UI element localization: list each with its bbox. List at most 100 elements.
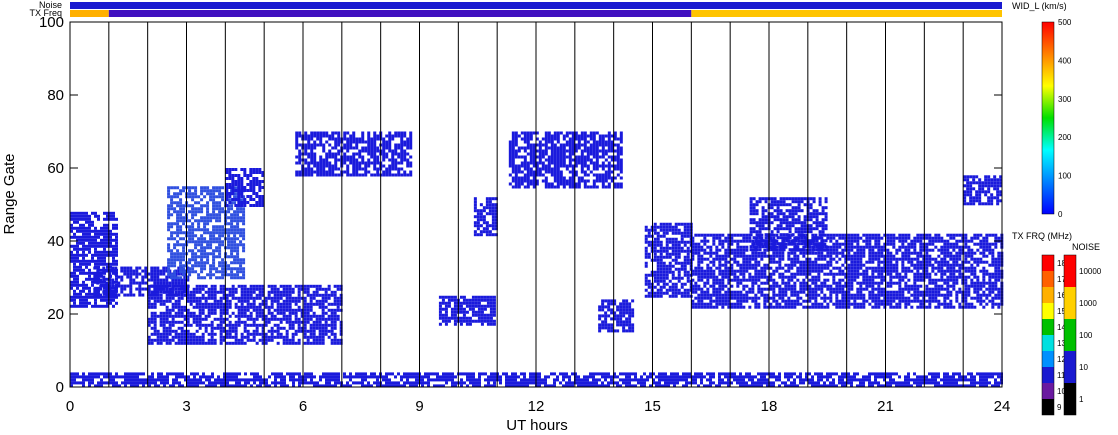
echo-cell: [485, 233, 489, 237]
echo-cell: [793, 272, 797, 276]
echo-cell: [230, 213, 234, 217]
echo-cell: [231, 168, 235, 171]
echo-cell: [153, 323, 157, 327]
echo-cell: [249, 198, 253, 201]
echo-cell: [811, 293, 815, 297]
echo-cell: [367, 140, 371, 144]
echo-cell: [677, 228, 681, 232]
echo-cell: [331, 170, 335, 174]
echo-cell: [835, 233, 839, 237]
echo-cell: [739, 254, 743, 258]
echo-cell: [215, 240, 219, 244]
echo-cell: [215, 228, 219, 232]
echo-cell: [853, 236, 857, 240]
echo-cell: [616, 173, 620, 177]
echo-cell: [303, 287, 307, 291]
echo-cell: [138, 287, 142, 291]
echo-cell: [400, 134, 404, 138]
echo-cell: [829, 272, 833, 276]
echo-cell: [255, 314, 259, 318]
echo-cell: [188, 273, 192, 277]
echo-cell: [808, 248, 812, 252]
echo-cell: [207, 314, 211, 318]
echo-cell: [694, 290, 698, 294]
echo-cell: [197, 237, 201, 241]
echo-cell: [240, 186, 244, 189]
echo-cell: [153, 284, 157, 288]
echo-cell: [297, 329, 301, 333]
echo-cell: [619, 182, 623, 186]
echo-cell: [871, 245, 875, 249]
echo-cell: [781, 305, 785, 309]
echo-cell: [219, 323, 223, 327]
echo-cell: [291, 287, 295, 291]
echo-cell: [694, 251, 698, 255]
echo-cell: [721, 263, 725, 267]
echo-cell: [115, 244, 118, 248]
echo-cell: [206, 246, 210, 250]
echo-cell: [712, 251, 716, 255]
echo-cell: [201, 305, 205, 309]
echo-cell: [665, 255, 669, 259]
echo-cell: [745, 263, 749, 267]
echo-cell: [556, 149, 560, 153]
echo-cell: [162, 266, 166, 270]
echo-cell: [517, 185, 521, 189]
echo-cell: [625, 305, 629, 309]
echo-cell: [307, 173, 311, 177]
echo-cell: [665, 288, 669, 292]
echo-cell: [249, 195, 253, 198]
echo-cell: [85, 235, 88, 239]
txfreq-bar-label: TX Freq: [29, 8, 62, 18]
echo-cell: [376, 158, 380, 162]
echo-cell: [174, 278, 178, 282]
echo-cell: [73, 277, 76, 281]
echo-cell: [201, 293, 205, 297]
echo-cell: [847, 272, 851, 276]
echo-cell: [574, 185, 578, 189]
echo-cell: [112, 250, 115, 254]
echo-cell: [793, 257, 797, 261]
echo-cell: [721, 275, 725, 279]
echo-cell: [406, 152, 410, 156]
echo-cell: [781, 290, 785, 294]
echo-cell: [373, 152, 377, 156]
echo-cell: [686, 279, 690, 283]
echo-cell: [712, 293, 716, 297]
echo-cell: [307, 170, 311, 174]
echo-cell: [318, 317, 322, 321]
echo-cell: [298, 161, 302, 165]
echo-cell: [216, 305, 220, 309]
echo-cell: [312, 314, 316, 318]
echo-cell: [336, 314, 340, 318]
echo-cell: [718, 290, 722, 294]
echo-cell: [159, 317, 163, 321]
echo-cell: [610, 311, 614, 315]
echo-cell: [733, 233, 737, 237]
echo-cell: [99, 272, 103, 276]
echo-cell: [862, 305, 866, 309]
echo-cell: [100, 229, 103, 233]
echo-cell: [844, 242, 848, 246]
echo-cell: [874, 257, 878, 261]
echo-cell: [489, 319, 493, 323]
echo-cell: [841, 293, 845, 297]
echo-cell: [76, 250, 79, 254]
echo-cell: [200, 189, 204, 193]
echo-cell: [188, 225, 192, 229]
echo-cell: [221, 225, 225, 229]
echo-cell: [400, 158, 404, 162]
echo-cell: [482, 221, 486, 225]
echo-cell: [742, 248, 746, 252]
echo-cell: [586, 140, 590, 144]
echo-cell: [607, 326, 611, 330]
echo-cell: [468, 322, 472, 326]
echo-cell: [473, 221, 477, 225]
echo-cell: [644, 240, 648, 244]
echo-cell: [853, 233, 857, 237]
echo-cell: [200, 243, 204, 247]
echo-cell: [535, 182, 539, 186]
echo-cell: [850, 269, 854, 273]
echo-cell: [709, 275, 713, 279]
echo-cell: [291, 335, 295, 339]
